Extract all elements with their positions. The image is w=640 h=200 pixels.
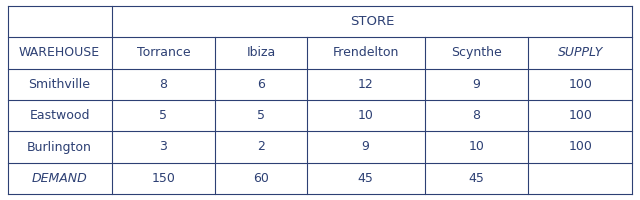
Text: Ibiza: Ibiza — [246, 46, 276, 59]
Text: Frendelton: Frendelton — [332, 46, 399, 59]
Text: 12: 12 — [358, 78, 374, 91]
Text: 8: 8 — [472, 109, 481, 122]
Text: Smithville: Smithville — [29, 78, 91, 91]
Text: 9: 9 — [362, 140, 369, 154]
Text: 10: 10 — [468, 140, 484, 154]
Text: 6: 6 — [257, 78, 265, 91]
Text: 60: 60 — [253, 172, 269, 185]
Text: 45: 45 — [358, 172, 374, 185]
Text: 45: 45 — [468, 172, 484, 185]
Text: 100: 100 — [568, 140, 593, 154]
Text: 5: 5 — [257, 109, 265, 122]
Text: 5: 5 — [159, 109, 168, 122]
Text: Scynthe: Scynthe — [451, 46, 502, 59]
Text: SUPPLY: SUPPLY — [557, 46, 603, 59]
Text: 9: 9 — [472, 78, 481, 91]
Text: Burlington: Burlington — [27, 140, 92, 154]
Text: 100: 100 — [568, 78, 593, 91]
Text: 3: 3 — [159, 140, 168, 154]
Text: 150: 150 — [152, 172, 175, 185]
Text: 2: 2 — [257, 140, 265, 154]
Text: 10: 10 — [358, 109, 374, 122]
Text: WAREHOUSE: WAREHOUSE — [19, 46, 100, 59]
Text: Torrance: Torrance — [137, 46, 190, 59]
Text: 8: 8 — [159, 78, 168, 91]
Text: Eastwood: Eastwood — [29, 109, 90, 122]
Text: DEMAND: DEMAND — [32, 172, 88, 185]
Text: STORE: STORE — [349, 15, 394, 28]
Text: 100: 100 — [568, 109, 593, 122]
